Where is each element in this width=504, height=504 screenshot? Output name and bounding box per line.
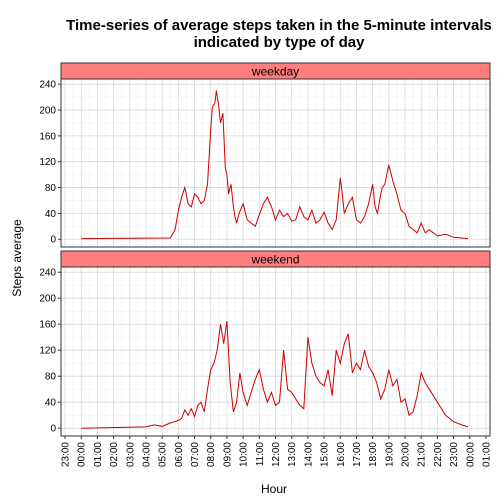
x-tick-label: 22:00 — [433, 442, 444, 467]
y-tick-label: 200 — [39, 106, 56, 117]
x-tick-label: 18:00 — [368, 442, 379, 467]
chart-title-line-1: Time-series of average steps taken in th… — [66, 17, 492, 34]
panel-border — [60, 78, 491, 248]
x-tick-label: 23:00 — [61, 442, 72, 467]
x-tick-label: 08:00 — [206, 442, 217, 467]
panel-weekday: weekday 0 40 80 120 160 200 240 — [39, 62, 491, 248]
x-tick-label: 10:00 — [239, 442, 250, 467]
x-tick-label: 14:00 — [303, 442, 314, 467]
x-tick-label: 04:00 — [142, 442, 153, 467]
x-tick-label: 23:00 — [449, 442, 460, 467]
strip-label-weekend: weekend — [250, 253, 299, 267]
y-tick-label: 0 — [50, 424, 56, 435]
x-tick-label: 17:00 — [352, 442, 363, 467]
y-tick-label: 80 — [45, 372, 57, 383]
x-tick-label: 15:00 — [320, 442, 331, 467]
y-tick-label: 160 — [39, 320, 56, 331]
x-tick-label: 01:00 — [482, 442, 493, 467]
panels: weekday 0 40 80 120 160 200 240 weekend 0 40 80 120 1… — [39, 62, 491, 437]
strip-label-weekday: weekday — [251, 65, 299, 79]
x-tick-label: 19:00 — [384, 442, 395, 467]
x-tick-label: 20:00 — [401, 442, 412, 467]
y-tick-label: 40 — [45, 398, 57, 409]
x-tick-label: 06:00 — [174, 442, 185, 467]
chart-title: Time-series of average steps taken in th… — [66, 17, 492, 51]
y-tick-label: 0 — [50, 235, 56, 246]
y-tick-label: 200 — [39, 294, 56, 305]
x-tick-label: 01:00 — [93, 442, 104, 467]
y-tick-label: 160 — [39, 131, 56, 142]
y-tick-label: 80 — [45, 183, 57, 194]
x-tick-label: 09:00 — [222, 442, 233, 467]
x-tick-label: 07:00 — [190, 442, 201, 467]
x-tick-label: 00:00 — [77, 442, 88, 467]
series-line-weekday — [81, 90, 469, 240]
y-tick-label: 240 — [39, 80, 56, 91]
x-axis-label: Hour — [261, 482, 287, 496]
panel-weekend: weekend 0 40 80 120 160 200 240 — [39, 250, 491, 437]
x-tick-label: 05:00 — [158, 442, 169, 467]
x-tick-label: 00:00 — [465, 442, 476, 467]
y-tick-label: 240 — [39, 268, 56, 279]
x-axis: 23:00 00:00 01:00 02:00 03:00 04:00 05:00 06:00… — [61, 436, 493, 467]
chart-title-line-2: indicated by type of day — [194, 34, 366, 51]
x-tick-label: 13:00 — [287, 442, 298, 467]
y-axis-label: Steps average — [10, 219, 24, 297]
x-tick-label: 21:00 — [417, 442, 428, 467]
y-tick-label: 120 — [39, 346, 56, 357]
x-tick-label: 02:00 — [109, 442, 120, 467]
x-tick-label: 03:00 — [125, 442, 136, 467]
series-line-weekend — [81, 320, 469, 429]
x-tick-label: 12:00 — [271, 442, 282, 467]
y-tick-label: 120 — [39, 157, 56, 168]
y-tick-label: 40 — [45, 209, 57, 220]
x-tick-label: 11:00 — [255, 442, 266, 467]
x-tick-label: 16:00 — [336, 442, 347, 467]
